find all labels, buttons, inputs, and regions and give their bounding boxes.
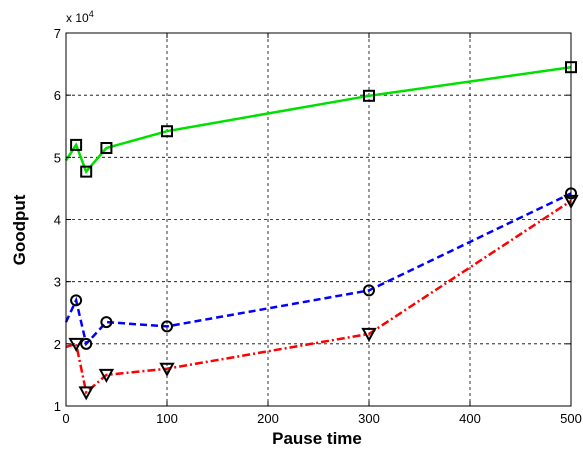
axis-labels: x 104 Pause time Goodput (10, 9, 362, 448)
series-group (64, 61, 579, 401)
triangle-marker (78, 386, 94, 401)
circle-marker (80, 337, 93, 350)
circle-marker (363, 284, 375, 297)
series-line (65, 199, 572, 395)
square-marker (80, 165, 93, 178)
series-2 (64, 187, 577, 350)
triangle-marker (361, 327, 377, 342)
circle-marker (100, 316, 113, 329)
square-marker (363, 89, 375, 102)
circle-marker (70, 294, 83, 307)
series-line (64, 65, 572, 175)
square-marker (100, 142, 113, 155)
series-line (64, 192, 572, 347)
y-tick-label: 6 (54, 88, 61, 103)
x-axis-title: Pause time (272, 429, 362, 448)
series-1 (64, 61, 577, 178)
x-tick-label: 200 (257, 411, 279, 426)
x-tick-label: 400 (459, 411, 481, 426)
y-axis-title: Goodput (10, 194, 29, 265)
grid (66, 33, 571, 406)
y-tick-label: 1 (54, 399, 61, 414)
y-tick-label: 2 (54, 337, 61, 352)
x-tick-label: 100 (156, 411, 178, 426)
triangle-marker (68, 337, 84, 352)
x-tick-label: 0 (62, 411, 69, 426)
x-tick-label: 500 (560, 411, 582, 426)
y-tick-label: 5 (54, 150, 61, 165)
triangle-marker (159, 362, 175, 377)
square-marker (161, 125, 173, 138)
triangle-marker (98, 368, 115, 384)
circle-marker (161, 320, 173, 333)
square-marker (70, 138, 83, 151)
y-tick-label: 3 (54, 275, 61, 290)
y-tick-label: 7 (54, 26, 61, 41)
y-tick-label: 4 (54, 213, 61, 228)
ticks: 0 100 200 300 400 500 1 2 3 4 5 6 7 (54, 26, 582, 426)
y-multiplier-label: x 104 (66, 9, 94, 25)
x-tick-label: 300 (358, 411, 380, 426)
